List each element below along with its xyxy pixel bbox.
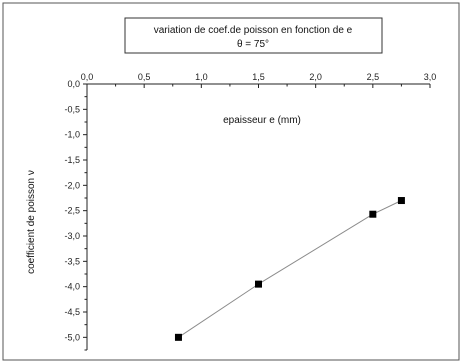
figure-frame [2, 2, 460, 361]
y-tick-label: -1,5 [64, 155, 80, 165]
y-tick-label: -3,0 [64, 231, 80, 241]
x-tick-label: 3,0 [424, 72, 437, 82]
y-axis-label: coefficient de poisson ν [26, 170, 37, 274]
x-tick-label: 1,0 [195, 72, 208, 82]
x-tick-label: 1,5 [252, 72, 265, 82]
chart-subtitle: θ = 75° [237, 39, 269, 50]
title-box: variation de coef.de poisson en fonction… [124, 17, 383, 54]
series-layer [174, 197, 405, 341]
y-tick-label: -3,5 [64, 256, 80, 266]
y-ticks: 0,0 -0,5 -1,0 -1,5 -2,0 -2,5 -3,0 -3,5 -4,0 -4,5 -… [64, 79, 87, 351]
title-box-border [124, 17, 383, 54]
data-point [369, 210, 377, 218]
data-point [397, 197, 405, 205]
y-tick-label: -2,5 [64, 206, 80, 216]
x-axis-label: epaisseur e (mm) [223, 115, 301, 126]
x-tick-label: 2,0 [309, 72, 322, 82]
y-tick-label: -2,0 [64, 180, 80, 190]
data-point [255, 280, 262, 288]
x-tick-label: 0,5 [138, 72, 151, 82]
y-tick-label: -5,0 [64, 332, 80, 342]
x-tick-label: 2,5 [367, 72, 380, 82]
x-ticks: 0,0 0,5 1,0 1,5 2,0 2,5 3,0 [81, 72, 437, 88]
y-tick-label: 0,0 [67, 79, 80, 89]
y-tick-label: -1,0 [64, 130, 80, 140]
series-line [178, 200, 402, 338]
y-tick-label: -0,5 [64, 104, 80, 114]
y-tick-label: -4,0 [64, 282, 80, 292]
chart-title: variation de coef.de poisson en fonction… [154, 25, 353, 36]
x-tick-label: 0,0 [81, 72, 94, 82]
y-tick-label: -4,5 [64, 307, 80, 317]
data-point [174, 333, 182, 341]
